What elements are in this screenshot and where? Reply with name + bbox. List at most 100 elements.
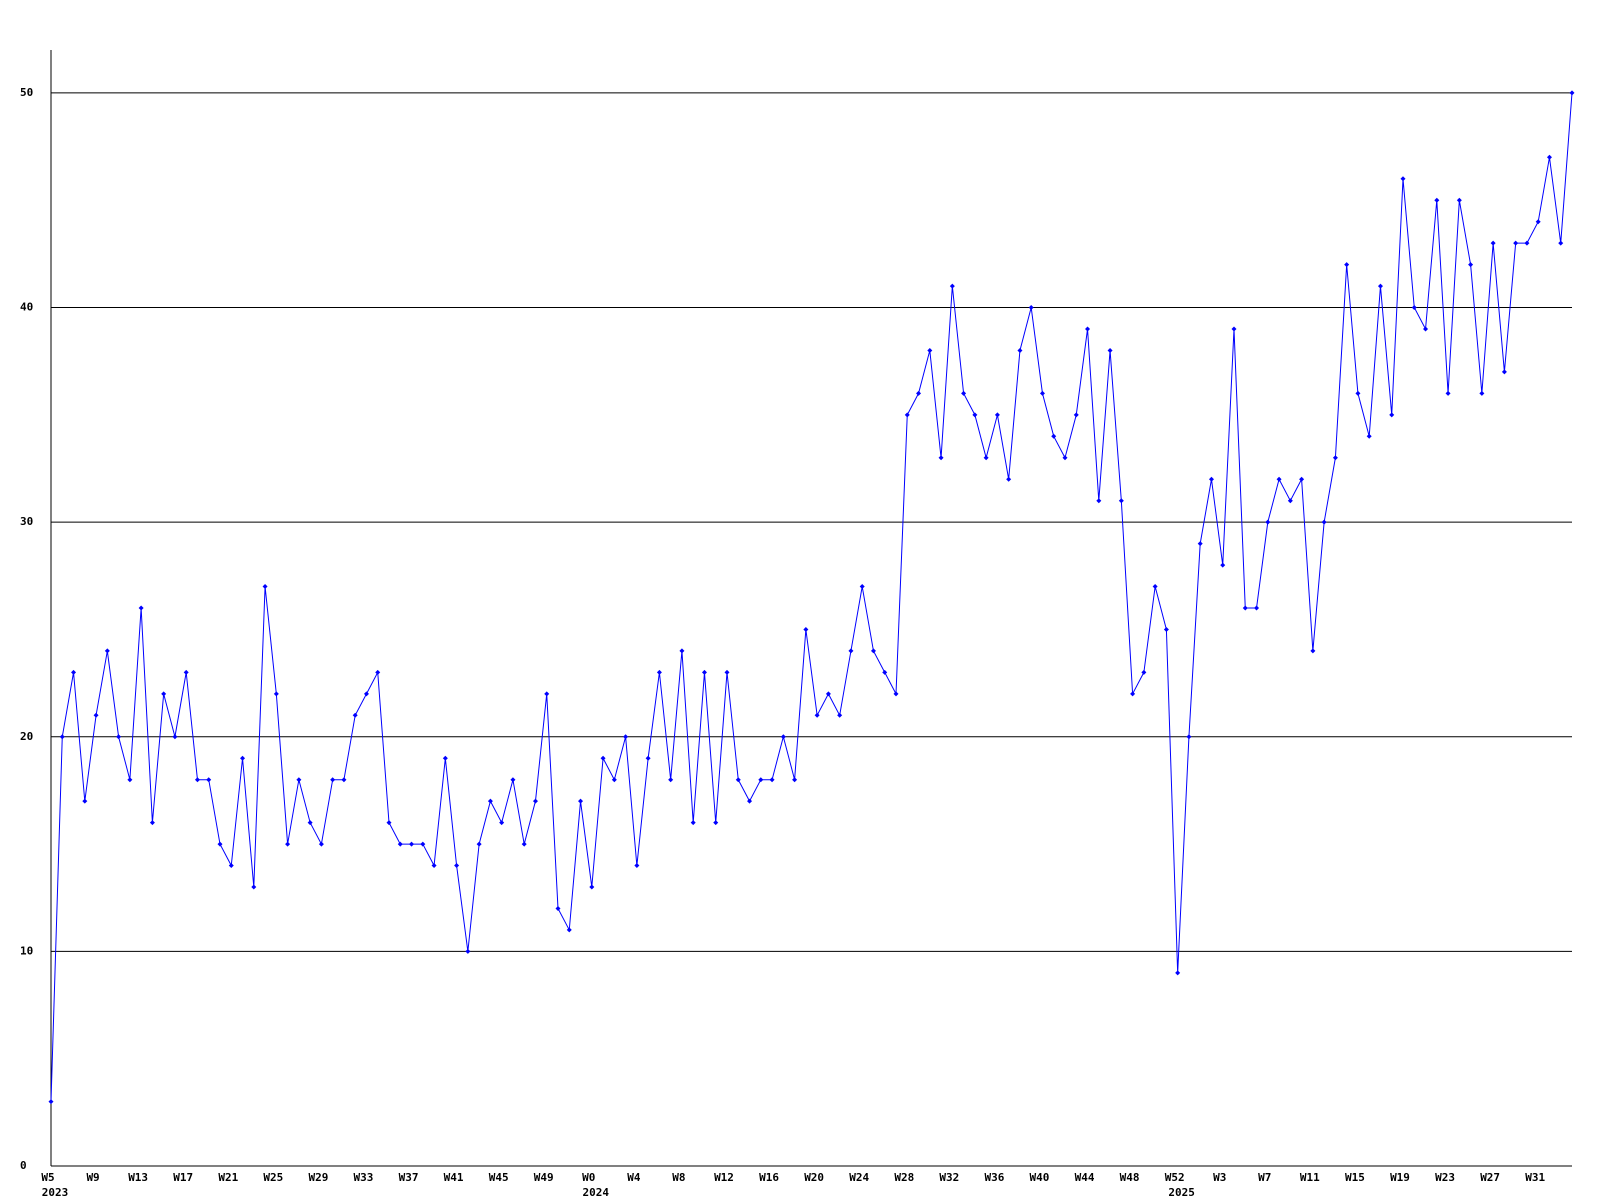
- data-point: [803, 626, 809, 632]
- data-point: [127, 777, 133, 783]
- data-point: [769, 777, 775, 783]
- data-point: [589, 884, 595, 890]
- data-point: [1017, 347, 1023, 353]
- data-point: [1197, 541, 1203, 547]
- data-point: [59, 734, 65, 740]
- data-point: [262, 584, 268, 590]
- data-point: [1107, 347, 1113, 353]
- data-point: [420, 841, 426, 847]
- data-point: [465, 948, 471, 954]
- data-point: [701, 669, 707, 675]
- data-point: [454, 863, 460, 869]
- data-point: [848, 648, 854, 654]
- data-point: [341, 777, 347, 783]
- x-tick-label: W8: [672, 1171, 685, 1184]
- data-point: [814, 712, 820, 718]
- data-point: [363, 691, 369, 697]
- x-tick-label: W27: [1480, 1171, 1500, 1184]
- x-tick-label: W36: [984, 1171, 1004, 1184]
- data-point: [161, 691, 167, 697]
- data-point: [611, 777, 617, 783]
- x-tick-label: W5: [41, 1171, 54, 1184]
- data-point: [82, 798, 88, 804]
- data-point: [183, 669, 189, 675]
- x-tick-label: W25: [263, 1171, 283, 1184]
- data-point: [1096, 498, 1102, 504]
- data-point: [578, 798, 584, 804]
- data-point: [397, 841, 403, 847]
- data-point: [93, 712, 99, 718]
- x-tick-label: W17: [173, 1171, 193, 1184]
- x-tick-label: W52: [1165, 1171, 1185, 1184]
- data-point: [1006, 476, 1012, 482]
- data-point: [916, 390, 922, 396]
- data-point: [1445, 390, 1451, 396]
- x-tick-label: W4: [627, 1171, 641, 1184]
- x-tick-label: W37: [399, 1171, 419, 1184]
- data-point: [555, 905, 561, 911]
- data-point: [1186, 734, 1192, 740]
- data-point: [1039, 390, 1045, 396]
- data-point: [904, 412, 910, 418]
- y-tick-label: 10: [20, 944, 33, 957]
- x-tick-label: W31: [1525, 1171, 1545, 1184]
- data-point: [1073, 412, 1079, 418]
- data-point: [837, 712, 843, 718]
- x-tick-label: W48: [1120, 1171, 1140, 1184]
- data-point: [1468, 262, 1474, 268]
- x-tick-label: W44: [1075, 1171, 1095, 1184]
- data-point: [532, 798, 538, 804]
- data-point: [859, 584, 865, 590]
- data-point: [1377, 283, 1383, 289]
- data-point: [983, 455, 989, 461]
- x-tick-label: W24: [849, 1171, 869, 1184]
- data-point: [1344, 262, 1350, 268]
- x-tick-label: W32: [939, 1171, 959, 1184]
- data-point: [961, 390, 967, 396]
- data-point: [1141, 669, 1147, 675]
- data-point: [386, 820, 392, 826]
- data-point: [780, 734, 786, 740]
- x-tick-label: W16: [759, 1171, 779, 1184]
- data-point: [285, 841, 291, 847]
- data-point: [487, 798, 493, 804]
- data-point: [296, 777, 302, 783]
- data-point: [138, 605, 144, 611]
- data-point: [825, 691, 831, 697]
- data-point: [1130, 691, 1136, 697]
- data-point: [1118, 498, 1124, 504]
- x-group-label: 2024: [583, 1186, 610, 1199]
- data-point: [1287, 498, 1293, 504]
- x-tick-label: W29: [308, 1171, 328, 1184]
- data-point: [1366, 433, 1372, 439]
- data-point: [1400, 176, 1406, 182]
- x-tick-label: W11: [1300, 1171, 1320, 1184]
- data-point: [1242, 605, 1248, 611]
- data-point: [690, 820, 696, 826]
- data-point: [645, 755, 651, 761]
- data-point: [251, 884, 257, 890]
- data-point: [1389, 412, 1395, 418]
- data-point: [949, 283, 955, 289]
- data-point: [1085, 326, 1091, 332]
- data-point: [1355, 390, 1361, 396]
- data-point: [375, 669, 381, 675]
- x-tick-label: W7: [1258, 1171, 1271, 1184]
- data-point: [116, 734, 122, 740]
- x-tick-label: W9: [86, 1171, 99, 1184]
- data-point: [994, 412, 1000, 418]
- data-point: [499, 820, 505, 826]
- x-tick-label: W21: [218, 1171, 238, 1184]
- x-tick-label: W0: [582, 1171, 595, 1184]
- data-point: [1546, 154, 1552, 160]
- data-point: [1411, 305, 1417, 311]
- data-point: [307, 820, 313, 826]
- data-point: [1456, 197, 1462, 203]
- data-point: [1479, 390, 1485, 396]
- data-point: [206, 777, 212, 783]
- data-point: [1231, 326, 1237, 332]
- data-point: [352, 712, 358, 718]
- data-point: [566, 927, 572, 933]
- x-group-label: 2025: [1168, 1186, 1195, 1199]
- data-point: [1175, 970, 1181, 976]
